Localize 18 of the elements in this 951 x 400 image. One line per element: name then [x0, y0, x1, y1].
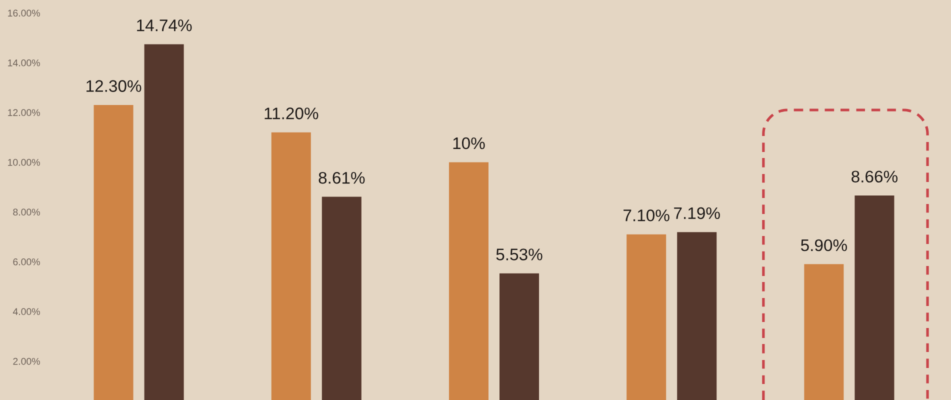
data-label: 5.53% [496, 248, 542, 260]
y-tick-label: 10.00% [8, 158, 40, 166]
y-tick-label: 8.00% [13, 208, 40, 216]
y-tick-label: 14.00% [8, 59, 40, 66]
data-label: 10% [453, 137, 485, 150]
data-label: 8.61% [318, 172, 365, 184]
data-label: 7.19% [674, 207, 720, 220]
data-label: 14.74% [137, 20, 192, 32]
y-tick-label: 12.00% [8, 109, 40, 116]
y-tick-label: 6.00% [13, 258, 40, 266]
data-label: 11.20% [264, 108, 318, 120]
y-tick-label: 4.00% [12, 308, 40, 316]
data-label: 5.90% [800, 239, 847, 252]
data-label: 7.10% [624, 210, 670, 222]
y-tick-label: 16.00% [8, 10, 40, 17]
data-label: 12.30% [86, 80, 142, 92]
data-label: 8.66% [852, 170, 898, 183]
y-tick-label: 2.00% [13, 358, 40, 365]
